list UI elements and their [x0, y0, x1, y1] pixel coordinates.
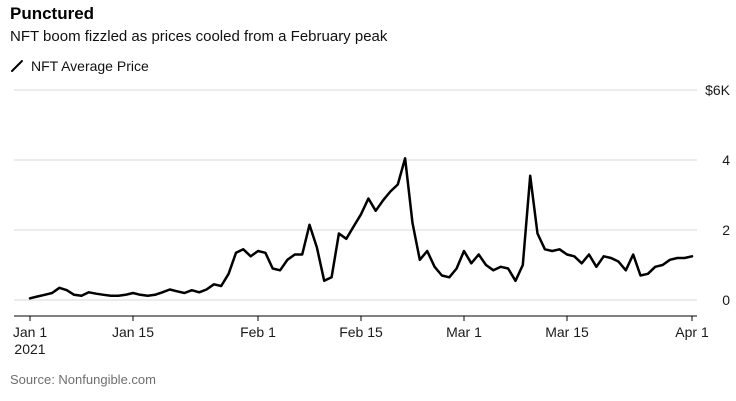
- y-axis-label: 2: [722, 222, 730, 238]
- x-axis-label: Jan 1: [13, 324, 47, 340]
- x-axis-label: Apr 1: [675, 324, 709, 340]
- price-line-series: [28, 157, 694, 300]
- y-axis-label: 4: [722, 152, 730, 168]
- x-axis-label: Mar 1: [446, 324, 482, 340]
- x-axis-sublabel: 2021: [14, 341, 45, 357]
- y-axis-label: 0: [722, 292, 730, 308]
- x-axis-label: Jan 15: [112, 324, 154, 340]
- source-attribution: Source: Nonfungible.com: [10, 372, 156, 387]
- legend-label: NFT Average Price: [31, 58, 149, 74]
- line-series-icon: [11, 60, 23, 72]
- x-axis-label: Feb 15: [339, 324, 383, 340]
- chart-subtitle: NFT boom fizzled as prices cooled from a…: [10, 28, 388, 45]
- y-axis-label: $6K: [705, 82, 731, 98]
- x-axis-label: Mar 15: [545, 324, 589, 340]
- x-axis-label: Feb 1: [240, 324, 276, 340]
- chart-title: Punctured: [10, 4, 95, 23]
- legend: NFT Average Price: [10, 58, 149, 74]
